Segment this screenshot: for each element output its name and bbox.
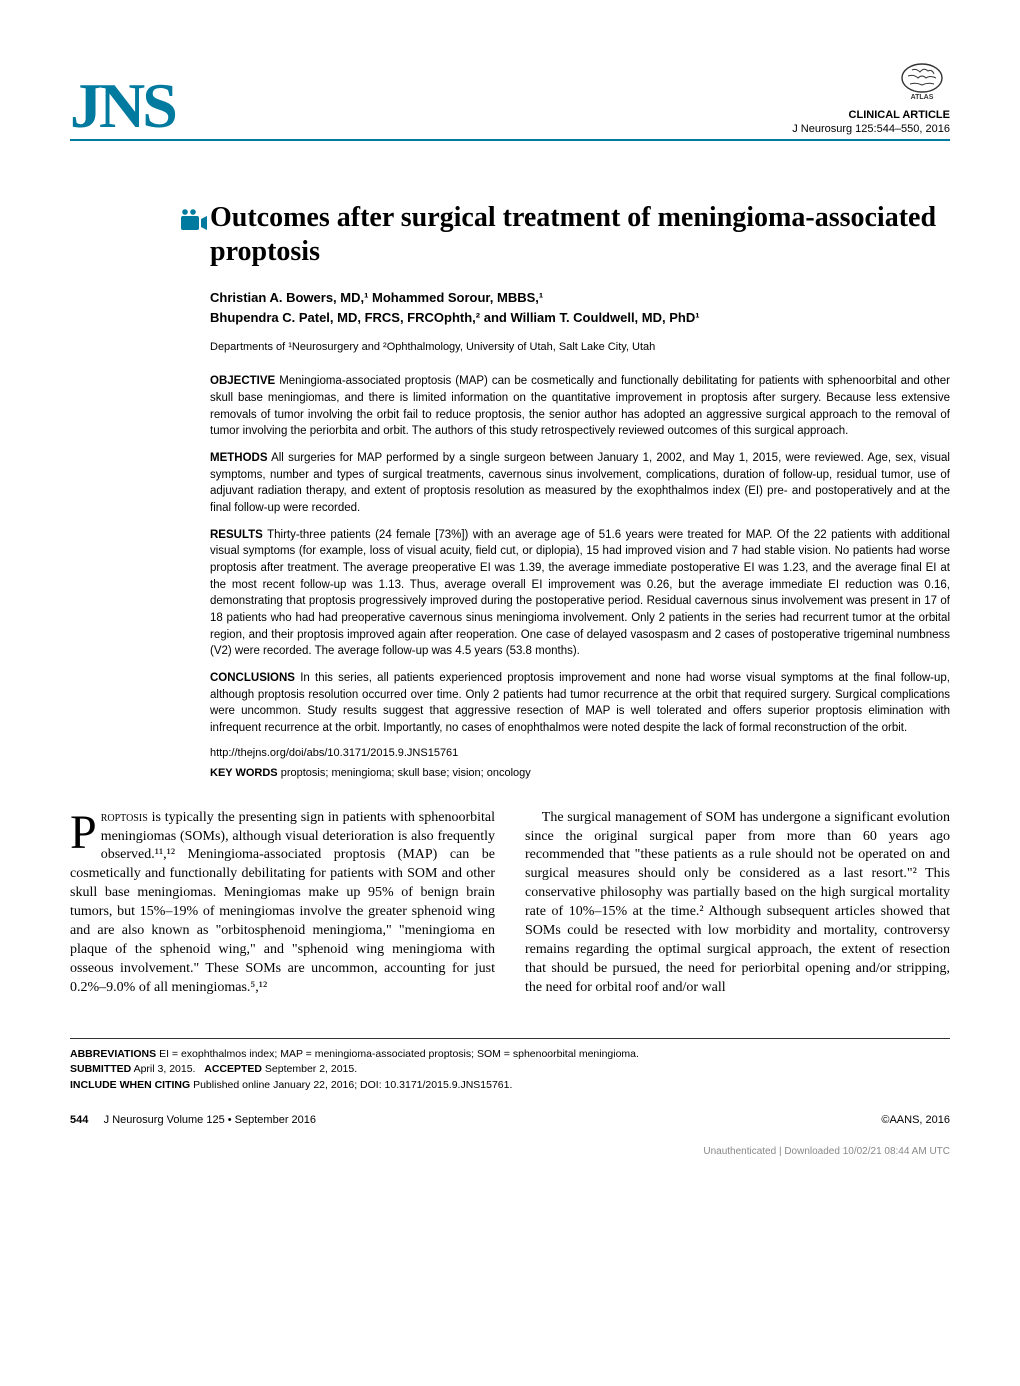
article-title: Outcomes after surgical treatment of men…: [210, 201, 950, 268]
header-bar: JNS ATLAS CLINICAL ARTICLE J Neurosurg 1…: [70, 60, 950, 141]
page-footer: 544 J Neurosurg Volume 125 • September 2…: [70, 1114, 950, 1126]
body-columns: Proptosis is typically the presenting si…: [70, 809, 950, 998]
keywords-text: proptosis; meningioma; skull base; visio…: [281, 767, 531, 779]
authors-line2: Bhupendra C. Patel, MD, FRCS, FRCOphth,²…: [210, 310, 700, 325]
drop-cap: P: [70, 809, 101, 854]
conclusions-label: CONCLUSIONS: [210, 672, 295, 684]
body-paragraph-2: The surgical management of SOM has under…: [525, 809, 950, 998]
download-watermark: Unauthenticated | Downloaded 10/02/21 08…: [70, 1146, 950, 1157]
page-number-block: 544 J Neurosurg Volume 125 • September 2…: [70, 1114, 316, 1126]
methods-text: All surgeries for MAP performed by a sin…: [210, 452, 950, 514]
abstract-results: RESULTS Thirty-three patients (24 female…: [210, 527, 950, 660]
logo-text: JNS: [70, 80, 175, 131]
results-text: Thirty-three patients (24 female [73%]) …: [210, 529, 950, 658]
journal-line: J Neurosurg Volume 125 • September 2016: [104, 1114, 316, 1126]
body-column-right: The surgical management of SOM has under…: [525, 809, 950, 998]
keywords-block: KEY WORDS proptosis; meningioma; skull b…: [210, 767, 950, 779]
objective-label: OBJECTIVE: [210, 375, 275, 387]
header-right: ATLAS CLINICAL ARTICLE J Neurosurg 125:5…: [792, 60, 950, 135]
journal-citation: J Neurosurg 125:544–550, 2016: [792, 123, 950, 135]
submitted-label: SUBMITTED: [70, 1063, 131, 1075]
abbreviations-line: ABBREVIATIONS EI = exophthalmos index; M…: [70, 1047, 950, 1063]
col1-text: is typically the presenting sign in pati…: [70, 810, 495, 995]
abstract-conclusions: CONCLUSIONS In this series, all patients…: [210, 670, 950, 737]
methods-label: METHODS: [210, 452, 268, 464]
article-type-label: CLINICAL ARTICLE: [792, 109, 950, 121]
body-paragraph-1: Proptosis is typically the presenting si…: [70, 809, 495, 998]
submitted-line: SUBMITTED April 3, 2015. ACCEPTED Septem…: [70, 1062, 950, 1078]
body-column-left: Proptosis is typically the presenting si…: [70, 809, 495, 998]
authors: Christian A. Bowers, MD,¹ Mohammed Sorou…: [210, 288, 950, 327]
conclusions-text: In this series, all patients experienced…: [210, 672, 950, 734]
citing-line: INCLUDE WHEN CITING Published online Jan…: [70, 1078, 950, 1094]
accepted-label: ACCEPTED: [204, 1063, 262, 1075]
abbrev-text: EI = exophthalmos index; MAP = meningiom…: [159, 1048, 639, 1060]
video-icon: [180, 209, 208, 237]
journal-logo: JNS: [70, 84, 175, 135]
objective-text: Meningioma-associated proptosis (MAP) ca…: [210, 375, 950, 437]
footer-metadata: ABBREVIATIONS EI = exophthalmos index; M…: [70, 1038, 950, 1094]
copyright: ©AANS, 2016: [881, 1114, 950, 1126]
svg-text:ATLAS: ATLAS: [911, 94, 934, 100]
page-container: JNS ATLAS CLINICAL ARTICLE J Neurosurg 1…: [0, 0, 1020, 1197]
page-number: 544: [70, 1114, 88, 1126]
abstract-objective: OBJECTIVE Meningioma-associated proptosi…: [210, 373, 950, 440]
affiliations: Departments of ¹Neurosurgery and ²Ophtha…: [210, 341, 950, 353]
first-word-smallcaps: roptosis: [101, 810, 148, 825]
accepted-text: September 2, 2015.: [265, 1063, 357, 1075]
citing-label: INCLUDE WHEN CITING: [70, 1079, 190, 1091]
submitted-text: April 3, 2015.: [134, 1063, 196, 1075]
abstract-methods: METHODS All surgeries for MAP performed …: [210, 450, 950, 517]
authors-line1: Christian A. Bowers, MD,¹ Mohammed Sorou…: [210, 290, 543, 305]
citing-text: Published online January 22, 2016; DOI: …: [193, 1079, 512, 1091]
col2-text: The surgical management of SOM has under…: [525, 810, 950, 995]
abbrev-label: ABBREVIATIONS: [70, 1048, 156, 1060]
results-label: RESULTS: [210, 529, 263, 541]
doi-link[interactable]: http://thejns.org/doi/abs/10.3171/2015.9…: [210, 747, 950, 759]
article-header-block: Outcomes after surgical treatment of men…: [210, 201, 950, 779]
atlas-brain-icon: ATLAS: [894, 60, 950, 100]
keywords-label: KEY WORDS: [210, 767, 278, 779]
